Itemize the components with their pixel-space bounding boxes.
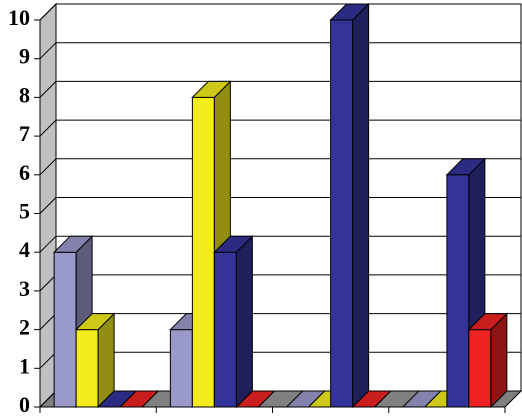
- bar-top: [329, 3, 370, 21]
- bar-front: [53, 251, 77, 408]
- y-tick-label: 3: [19, 276, 30, 301]
- bar: [329, 2, 370, 409]
- bar-front: [75, 329, 99, 408]
- y-tick-label: 9: [19, 44, 30, 69]
- bar: [118, 390, 160, 408]
- bar-top: [118, 390, 160, 408]
- bar-front: [468, 329, 492, 408]
- bar: [351, 390, 392, 408]
- y-tick-label: 7: [19, 121, 30, 146]
- y-tick-label: 10: [8, 5, 30, 30]
- bar-top: [235, 390, 276, 408]
- y-tick-label: 6: [19, 160, 30, 185]
- y-tick-label: 8: [19, 82, 30, 107]
- y-tick-label: 0: [19, 392, 30, 417]
- bar-top: [213, 235, 254, 253]
- bar-front: [191, 96, 215, 408]
- y-tick-label: 2: [19, 315, 30, 340]
- bar-front: [330, 19, 354, 408]
- bar-side: [352, 2, 370, 409]
- bar-top: [445, 158, 487, 176]
- bar-top: [351, 390, 392, 408]
- y-tick-label: 1: [19, 353, 30, 378]
- y-tick-label: 5: [19, 199, 30, 224]
- bar: [235, 390, 276, 408]
- bar: [213, 234, 254, 409]
- bar-top: [52, 235, 94, 253]
- bar-top: [467, 313, 509, 331]
- bar-front: [213, 251, 237, 408]
- bar: [467, 312, 509, 409]
- y-tick-label: 4: [19, 237, 30, 262]
- bar-side: [235, 234, 253, 409]
- bar-top: [191, 80, 232, 98]
- bar-front: [169, 329, 193, 408]
- bar: [74, 312, 116, 409]
- bar-top: [74, 313, 116, 331]
- bar-front: [446, 174, 470, 408]
